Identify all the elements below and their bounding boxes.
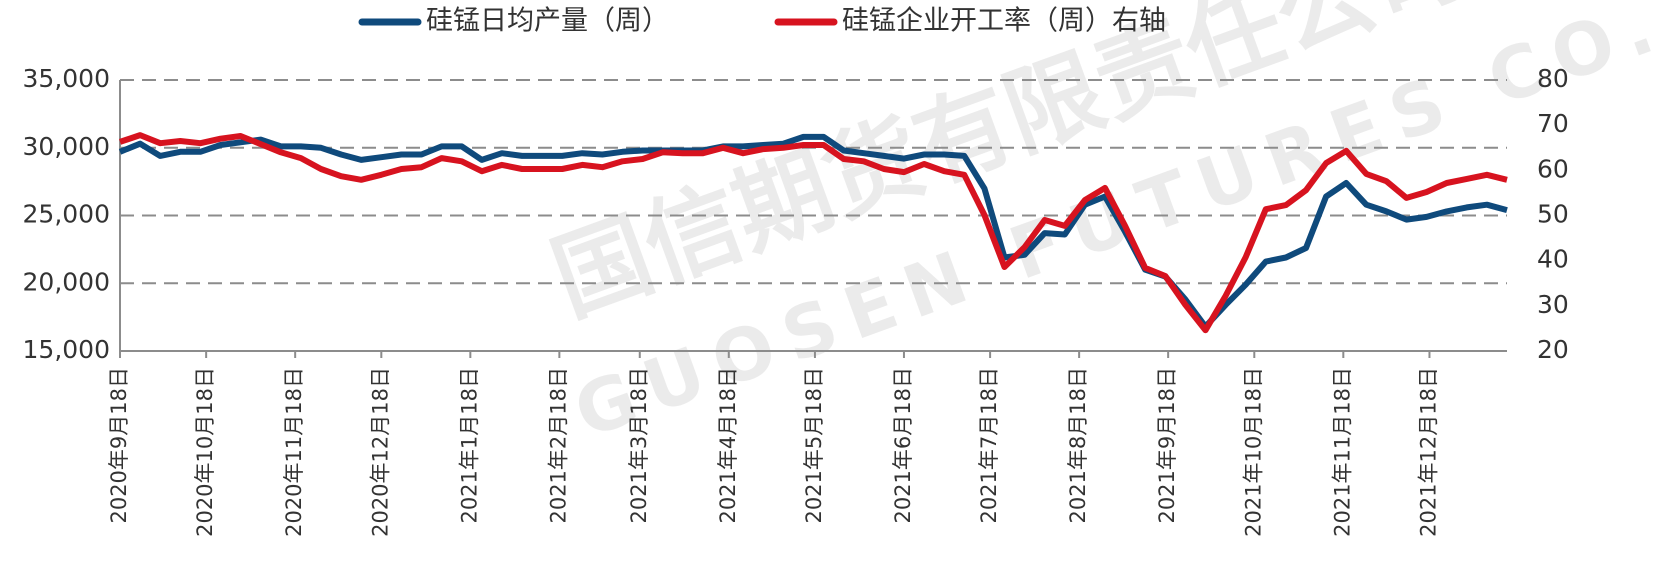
x-tick-label: 2021年10月18日 xyxy=(1241,367,1265,537)
x-tick-label: 2021年7月18日 xyxy=(977,367,1001,524)
y2-tick-label: 80 xyxy=(1537,64,1569,93)
x-tick-label: 2021年8月18日 xyxy=(1066,367,1090,524)
y2-tick-label: 70 xyxy=(1537,109,1569,138)
x-tick-label: 2021年9月18日 xyxy=(1155,367,1179,524)
x-tick-label: 2021年4月18日 xyxy=(716,367,740,524)
y-tick-label: 15,000 xyxy=(23,335,110,364)
series-line xyxy=(118,133,1508,330)
x-tick-label: 2021年2月18日 xyxy=(546,367,570,524)
x-tick-label: 2020年9月18日 xyxy=(107,367,131,524)
y-tick-label: 35,000 xyxy=(23,64,110,93)
x-tick-label: 2021年12月18日 xyxy=(1416,367,1440,537)
x-tick-label: 2021年5月18日 xyxy=(802,367,826,524)
y2-tick-label: 60 xyxy=(1537,154,1569,183)
watermark: 国信期货有限责任公司 GUOSEN FUTURES CO.,LTD. xyxy=(539,0,1666,454)
x-tick-label: 2020年12月18日 xyxy=(368,367,392,537)
y-tick-label: 30,000 xyxy=(23,132,110,161)
y2-tick-label: 30 xyxy=(1537,290,1569,319)
legend-label: 硅锰企业开工率（周）右轴 xyxy=(842,6,1166,37)
y-tick-label: 20,000 xyxy=(23,267,110,296)
x-tick-label: 2020年11月18日 xyxy=(282,367,306,537)
series-line xyxy=(119,132,1508,334)
y-tick-label: 25,000 xyxy=(23,200,110,229)
x-tick-label: 2020年10月18日 xyxy=(193,367,217,537)
x-tick-label: 2021年3月18日 xyxy=(627,367,651,524)
y2-tick-label: 50 xyxy=(1537,200,1569,229)
x-tick-label: 2021年11月18日 xyxy=(1330,367,1354,537)
y2-tick-label: 20 xyxy=(1537,335,1569,364)
y2-tick-label: 40 xyxy=(1537,245,1569,274)
x-tick-label: 2021年1月18日 xyxy=(457,367,481,524)
legend-label: 硅锰日均产量（周） xyxy=(426,6,669,37)
x-tick-label: 2021年6月18日 xyxy=(891,367,915,524)
